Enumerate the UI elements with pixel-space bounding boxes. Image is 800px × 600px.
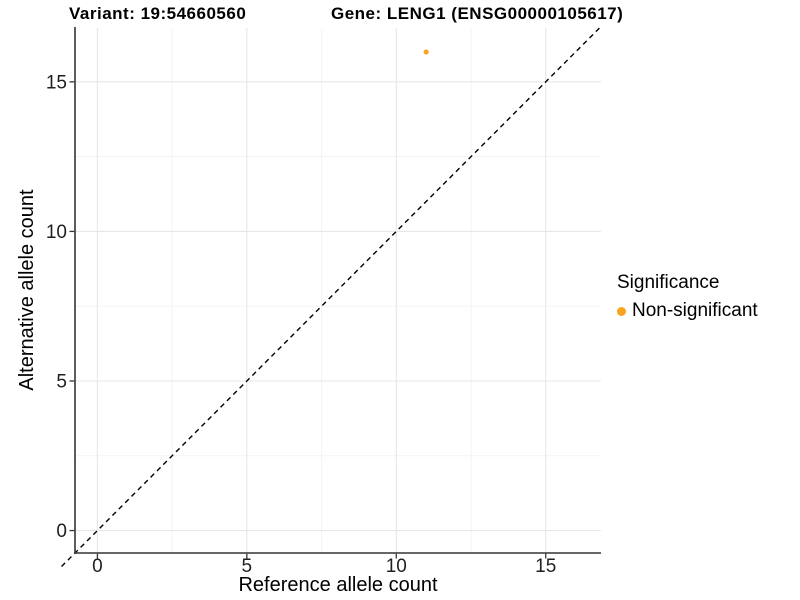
y-tick-label: 5 — [56, 371, 67, 392]
data-point — [423, 49, 429, 55]
y-tick-label: 0 — [56, 521, 67, 542]
variant-title: Variant: 19:54660560 — [69, 4, 247, 23]
legend: Significance Non-significant — [617, 272, 758, 322]
identity-line — [61, 27, 601, 567]
x-tick-label: 5 — [242, 556, 253, 577]
x-tick-label: 0 — [92, 556, 103, 577]
y-tick-label: 15 — [46, 72, 67, 93]
y-axis-title: Alternative allele count — [16, 189, 38, 391]
legend-title: Significance — [617, 272, 720, 293]
x-axis-title: Reference allele count — [238, 574, 438, 596]
legend-point-icon — [617, 306, 626, 316]
legend-item-label: Non-significant — [632, 300, 758, 321]
x-tick-label: 10 — [386, 556, 407, 577]
x-tick-label: 15 — [535, 556, 556, 577]
legend-item: Non-significant — [617, 300, 758, 322]
gene-title: Gene: LENG1 (ENSG00000105617) — [331, 4, 624, 23]
y-tick-label: 10 — [46, 222, 67, 243]
